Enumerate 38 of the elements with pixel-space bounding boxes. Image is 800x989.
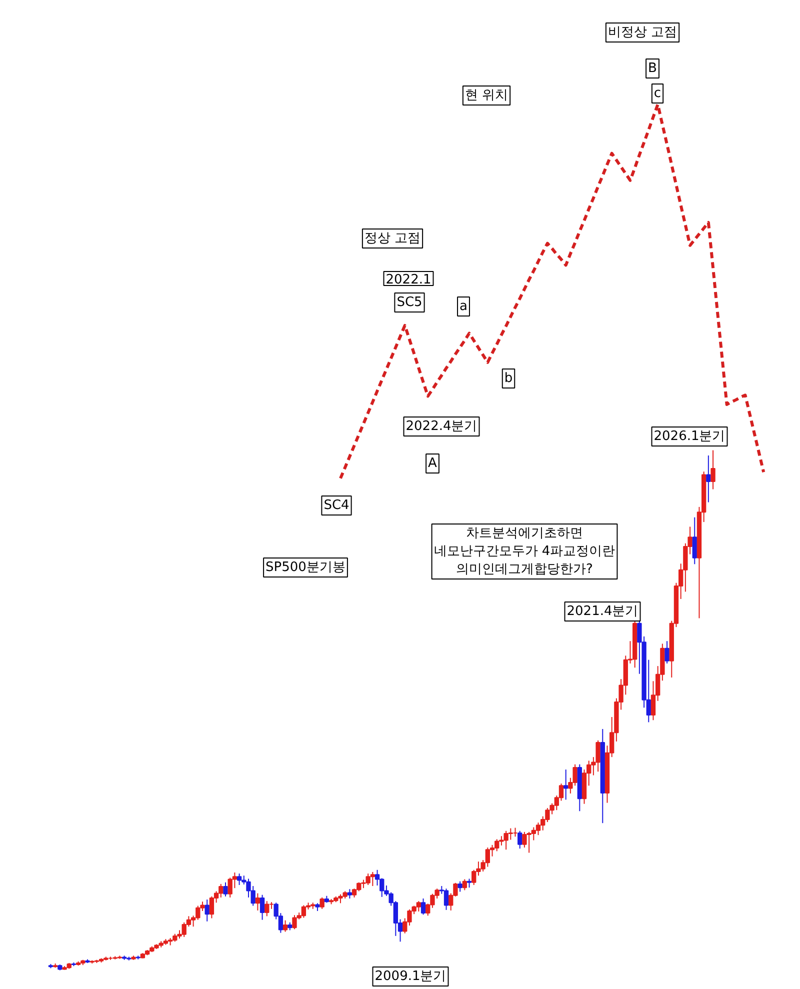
- text: 정상 고점: [364, 231, 421, 246]
- text: 2022.4분기: [406, 419, 478, 434]
- annotation: SP500분기봉: [266, 560, 346, 575]
- annotation: 차트분석에기초하면 네모난구간모두가 4파교정이란 의미인데그게합당한가?: [434, 526, 616, 577]
- text: 비정상 고점: [608, 25, 678, 40]
- candlestick: [692, 516, 697, 565]
- text: a: [460, 299, 468, 314]
- candlestick: [420, 898, 426, 916]
- candlestick: [236, 873, 242, 886]
- candlestick: [564, 769, 568, 800]
- candlestick: [255, 892, 260, 911]
- text: b: [504, 371, 513, 386]
- annotation: A: [428, 456, 438, 471]
- candlestick: [518, 830, 522, 850]
- candlestick: [458, 880, 462, 892]
- text: 2026.1분기: [654, 429, 726, 444]
- candlestick: [260, 894, 265, 920]
- text: 2022.1: [386, 272, 432, 288]
- candlestick: [444, 888, 449, 910]
- annotation: 2021.4분기: [566, 604, 638, 619]
- candlestick: [204, 899, 210, 922]
- annotation: 2009.1분기: [374, 969, 446, 984]
- candlestick: [462, 878, 467, 891]
- text: 현 위치: [464, 88, 508, 103]
- candlestick: [706, 454, 711, 503]
- candlestick: [664, 640, 670, 664]
- candlestick: [264, 900, 270, 917]
- candlestick: [347, 888, 352, 899]
- candlestick: [223, 882, 228, 897]
- annotation: SC4: [324, 498, 350, 513]
- text: SC5: [396, 295, 422, 310]
- candlestick: [320, 896, 324, 910]
- text: B: [648, 61, 657, 76]
- candlestick: [536, 822, 541, 836]
- text: c: [654, 86, 662, 101]
- candlestick: [209, 896, 214, 919]
- candlestick: [282, 920, 288, 932]
- candlestick: [710, 450, 716, 490]
